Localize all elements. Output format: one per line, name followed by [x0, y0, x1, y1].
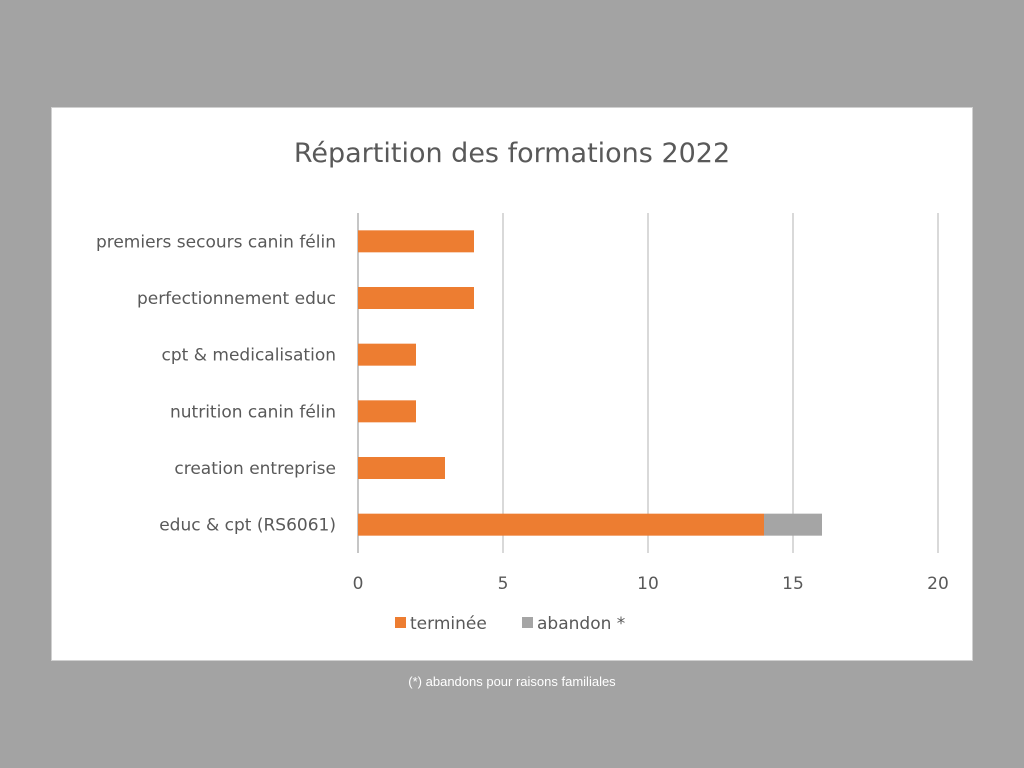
x-tick-label: 20: [927, 574, 949, 594]
category-label: premiers secours canin félin: [96, 232, 336, 252]
category-label: creation entreprise: [174, 459, 336, 479]
x-tick-label: 5: [498, 574, 509, 594]
chart-panel: [51, 107, 973, 661]
bar-termine: [358, 400, 416, 423]
legend-swatch: [395, 617, 406, 628]
legend-label: abandon *: [537, 614, 625, 634]
category-label: nutrition canin félin: [170, 402, 336, 422]
bar-termine: [358, 457, 445, 479]
category-label: educ & cpt (RS6061): [159, 516, 336, 536]
bar-termine: [358, 230, 474, 253]
bar-termine: [358, 513, 764, 536]
category-label: perfectionnement educ: [137, 289, 336, 309]
x-tick-label: 15: [782, 574, 804, 594]
chart-title: Répartition des formations 2022: [294, 138, 730, 169]
x-tick-label: 10: [637, 574, 659, 594]
bar-abandon: [764, 513, 822, 536]
x-tick-label: 0: [353, 574, 364, 594]
legend-swatch: [522, 617, 533, 628]
bar-termine: [358, 343, 416, 366]
bar-termine: [358, 287, 474, 309]
footnote: (*) abandons pour raisons familiales: [408, 674, 616, 689]
legend-label: terminée: [410, 614, 487, 634]
category-label: cpt & medicalisation: [162, 346, 336, 366]
